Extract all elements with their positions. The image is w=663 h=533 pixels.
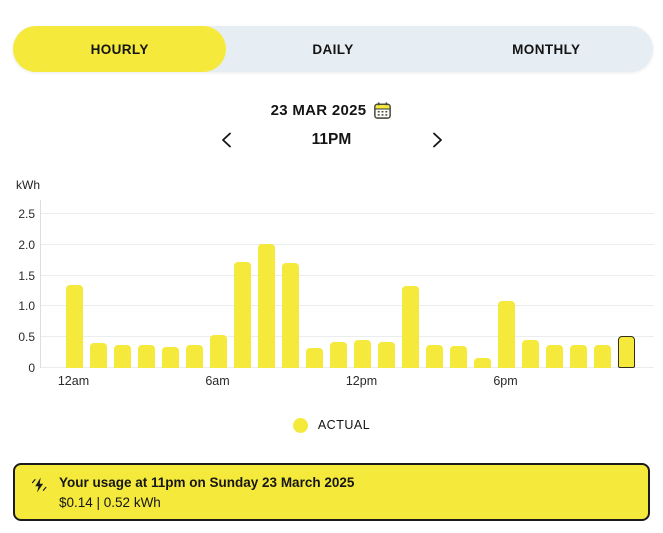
gridline bbox=[41, 213, 654, 214]
usage-summary-line2: $0.14 | 0.52 kWh bbox=[59, 495, 161, 510]
chart-bar[interactable] bbox=[402, 286, 419, 368]
gridline bbox=[41, 367, 654, 368]
lightning-bolt-icon bbox=[29, 475, 49, 495]
chart-bar[interactable] bbox=[450, 346, 467, 368]
view-tab-bar: HOURLY DAILY MONTHLY bbox=[13, 26, 653, 72]
actual-legend-dot-icon bbox=[292, 417, 308, 433]
x-axis-tick-label: 12am bbox=[57, 374, 90, 388]
gridline bbox=[41, 305, 654, 307]
tab-daily[interactable]: DAILY bbox=[226, 26, 439, 72]
y-axis-tick-label: 0.5 bbox=[18, 330, 35, 345]
chevron-right-icon bbox=[432, 132, 443, 151]
chart-bar[interactable] bbox=[594, 345, 611, 368]
chevron-left-icon bbox=[221, 132, 232, 151]
x-axis-tick-label: 6pm bbox=[493, 374, 518, 388]
chart-bar[interactable] bbox=[138, 345, 155, 368]
next-hour-button[interactable] bbox=[426, 130, 449, 150]
y-axis-tick-label: 2.0 bbox=[18, 237, 35, 252]
usage-summary-box: Your usage at 11pm on Sunday 23 March 20… bbox=[13, 463, 650, 521]
chart-bar[interactable] bbox=[354, 340, 371, 368]
usage-summary-text: Your usage at 11pm on Sunday 23 March 20… bbox=[59, 473, 354, 513]
gridline bbox=[41, 336, 654, 338]
chart-bar[interactable] bbox=[162, 347, 179, 368]
chart-bar[interactable] bbox=[546, 345, 563, 368]
chart-bar[interactable] bbox=[114, 345, 131, 368]
y-axis-tick-label: 0 bbox=[28, 361, 35, 375]
chart-bar[interactable] bbox=[426, 345, 443, 368]
chart-bar-selected[interactable] bbox=[618, 336, 635, 368]
date-navigation: 23 MAR 2025 bbox=[0, 98, 663, 150]
chart-bar[interactable] bbox=[330, 342, 347, 368]
previous-hour-button[interactable] bbox=[215, 130, 238, 150]
chart-bar[interactable] bbox=[90, 343, 107, 368]
x-axis-tick-label: 6am bbox=[205, 374, 230, 388]
chart-bar[interactable] bbox=[234, 262, 251, 368]
chart-bar[interactable] bbox=[522, 340, 539, 368]
chart-bar[interactable] bbox=[474, 358, 491, 368]
chart-bar[interactable] bbox=[570, 345, 587, 368]
chart-bar[interactable] bbox=[66, 285, 83, 368]
y-axis-tick-label: 1.0 bbox=[18, 299, 35, 314]
chart-bar[interactable] bbox=[306, 348, 323, 368]
chart-bar[interactable] bbox=[258, 244, 275, 368]
tab-monthly[interactable]: MONTHLY bbox=[440, 26, 653, 72]
date-label: 23 MAR 2025 bbox=[270, 101, 367, 119]
plot-area: 0 0.5 1.0 1.5 2.0 2.5 bbox=[18, 200, 654, 375]
tab-hourly[interactable]: HOURLY bbox=[13, 26, 227, 72]
chart-bar[interactable] bbox=[210, 335, 227, 368]
usage-summary-line1: Your usage at 11pm on Sunday 23 March 20… bbox=[59, 475, 355, 490]
actual-legend-label: ACTUAL bbox=[317, 418, 371, 432]
gridline bbox=[41, 243, 654, 245]
calendar-picker-button[interactable] bbox=[373, 101, 392, 120]
chart-bar[interactable] bbox=[186, 345, 203, 368]
hour-label: 11PM bbox=[311, 131, 352, 148]
hour-row: 11PM bbox=[0, 130, 663, 150]
x-axis-tick-label: 12pm bbox=[345, 374, 378, 388]
hourly-usage-chart: kWh 0 0.5 1.0 1.5 2.0 2.5 12am 6am 12pm 6pm bbox=[0, 175, 663, 390]
chart-bar[interactable] bbox=[282, 263, 299, 368]
chart-bar[interactable] bbox=[378, 342, 395, 368]
date-row: 23 MAR 2025 bbox=[0, 98, 663, 122]
y-axis-unit-label: kWh bbox=[16, 178, 40, 192]
y-axis-tick-label: 2.5 bbox=[18, 207, 35, 221]
calendar-icon bbox=[373, 101, 392, 123]
chart-bar[interactable] bbox=[498, 301, 515, 368]
gridline bbox=[41, 274, 654, 276]
y-axis-tick-label: 1.5 bbox=[18, 268, 35, 283]
chart-legend: ACTUAL bbox=[0, 412, 663, 438]
